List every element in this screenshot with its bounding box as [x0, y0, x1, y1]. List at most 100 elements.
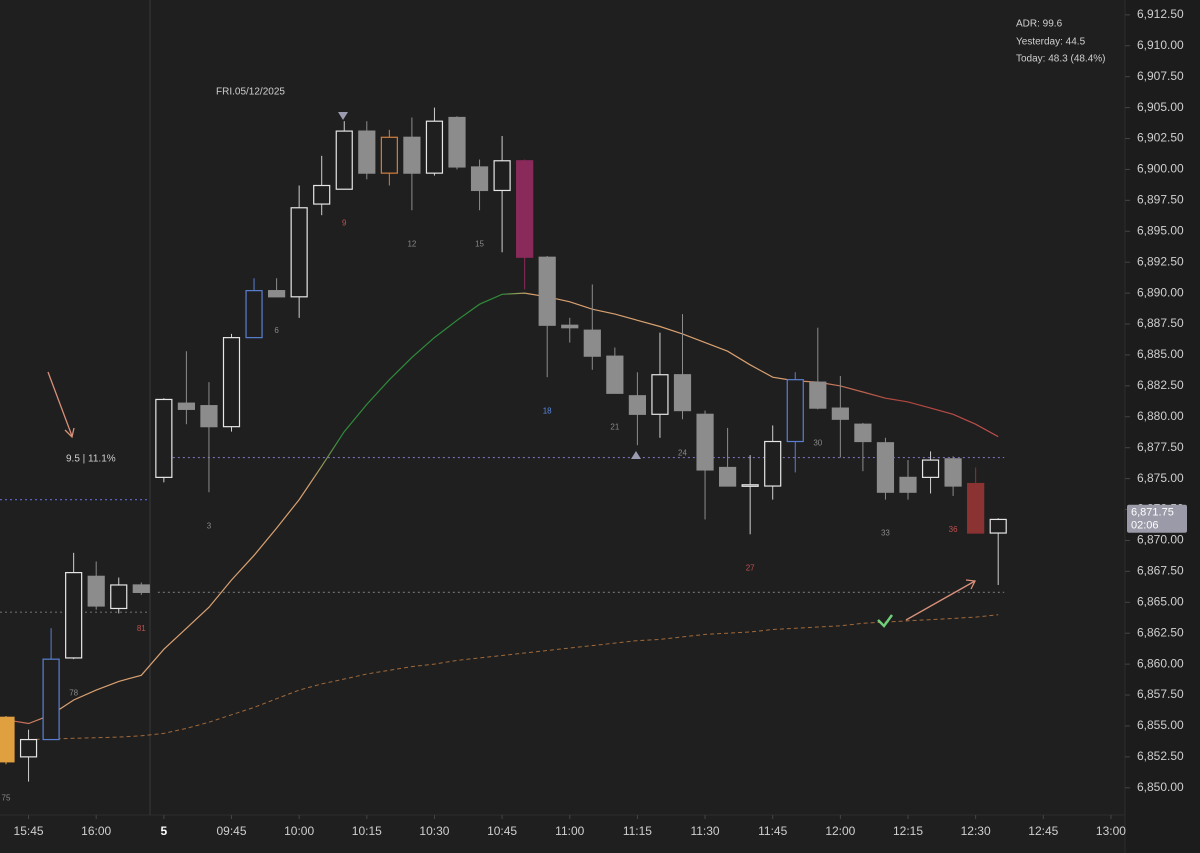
candle-body	[110, 584, 128, 610]
arrow	[47, 371, 73, 437]
candle-body	[516, 160, 534, 258]
candle-body	[921, 459, 940, 478]
candle-body	[155, 398, 173, 478]
bar-count: 9	[342, 218, 347, 227]
x-tick-label: 09:45	[216, 824, 246, 838]
x-tick-label: 16:00	[81, 824, 111, 838]
x-tick-label: 11:45	[758, 824, 787, 838]
x-tick-label: 12:30	[961, 824, 991, 838]
candle-body	[448, 116, 466, 168]
y-tick-label: 6,860.00	[1137, 656, 1184, 670]
candle-body	[989, 518, 1007, 534]
x-tick-label: 12:00	[825, 824, 855, 838]
candle-body	[132, 584, 150, 593]
bar-count: 24	[678, 448, 687, 457]
last-price-tag	[1127, 504, 1187, 533]
y-tick-label: 6,865.00	[1137, 594, 1184, 608]
y-tick-label: 6,867.50	[1137, 564, 1184, 578]
y-tick-label: 6,897.50	[1137, 193, 1184, 207]
candle-body	[809, 381, 827, 409]
y-tick-label: 6,912.50	[1137, 7, 1184, 21]
x-tick-label: 11:30	[690, 824, 719, 838]
candle-body	[65, 572, 83, 659]
bar-count: 27	[746, 563, 755, 572]
bar-count: 78	[69, 688, 78, 697]
info-yesterday: Yesterday: 44.5	[1016, 37, 1086, 48]
arrow-head	[965, 579, 976, 590]
candle-body	[290, 207, 308, 298]
labels: 6,850.00 6,852.50 6,855.00 6,857.50 6,860.00…	[2, 7, 1187, 838]
candle-body	[628, 395, 647, 415]
candle-body	[425, 120, 444, 174]
y-tick-label: 6,902.50	[1137, 131, 1184, 145]
x-tick-label: 10:00	[284, 824, 314, 838]
y-tick-label: 6,850.00	[1137, 780, 1184, 794]
y-tick-label: 6,870.00	[1137, 533, 1184, 547]
x-tick-label: 10:15	[352, 824, 382, 838]
y-tick-label: 6,900.00	[1137, 162, 1184, 176]
y-tick-label: 6,857.50	[1137, 687, 1184, 701]
y-tick-label: 6,877.50	[1137, 440, 1184, 454]
candle-body	[764, 440, 782, 487]
x-tick-label: 12:45	[1028, 824, 1058, 838]
candle-body	[854, 423, 872, 443]
candle-body	[786, 379, 804, 443]
countdown: 02:06	[1131, 520, 1159, 532]
y-tick-label: 6,887.50	[1137, 316, 1184, 330]
marker-triangle	[338, 112, 348, 120]
x-tick-label: 10:30	[419, 824, 449, 838]
x-tick-label: 11:15	[623, 824, 652, 838]
y-tick-label: 6,862.50	[1137, 625, 1184, 639]
candle-body	[493, 160, 511, 192]
y-tick-label: 6,882.50	[1137, 378, 1184, 392]
x-tick-label: 11:00	[555, 824, 584, 838]
info-today: Today: 48.3 (48.4%)	[1016, 54, 1106, 65]
y-tick-label: 6,910.00	[1137, 38, 1184, 52]
candle-body	[583, 329, 601, 357]
candle-body	[177, 402, 195, 410]
candle-body	[561, 324, 579, 329]
arrow-head	[64, 427, 75, 439]
candle-body	[222, 337, 241, 428]
x-tick-label: 13:00	[1096, 824, 1126, 838]
candle-body	[831, 407, 849, 420]
price-axis-area	[1125, 0, 1200, 853]
y-tick-label: 6,885.00	[1137, 347, 1184, 361]
candle-body	[87, 575, 105, 607]
x-tick-label: 12:15	[893, 824, 923, 838]
y-tick-label: 6,905.00	[1137, 100, 1184, 114]
candle-body	[42, 658, 60, 741]
candle-body	[967, 482, 985, 534]
candle-body	[0, 716, 15, 763]
candle-body	[876, 442, 895, 493]
candle-body	[741, 484, 759, 487]
candle-body	[944, 458, 962, 487]
bar-count: 30	[813, 438, 822, 447]
moving-average	[5, 292, 999, 725]
candle-body	[673, 374, 692, 412]
x-tick-label: 15:45	[14, 824, 44, 838]
candle-body	[268, 290, 286, 298]
candle-body	[696, 413, 714, 471]
y-tick-label: 6,907.50	[1137, 69, 1184, 83]
bar-count: 33	[881, 529, 890, 538]
check-mark	[877, 614, 894, 628]
x-tick-label: 10:45	[487, 824, 517, 838]
y-tick-label: 6,855.00	[1137, 718, 1184, 732]
y-tick-label: 6,852.50	[1137, 749, 1184, 763]
candle-body	[358, 130, 376, 174]
arrow	[905, 580, 976, 621]
candle-body	[403, 136, 421, 174]
date-label: FRI.05/12/2025	[216, 87, 285, 98]
bar-count: 3	[207, 521, 212, 530]
bar-count: 6	[274, 326, 279, 335]
candle-body	[538, 256, 556, 326]
y-tick-label: 6,880.00	[1137, 409, 1184, 423]
y-tick-label: 6,892.50	[1137, 254, 1184, 268]
annotation: 9.5 | 11.1%	[66, 454, 116, 465]
candle-body	[470, 166, 489, 192]
info-adr: ADR: 99.6	[1016, 19, 1063, 30]
